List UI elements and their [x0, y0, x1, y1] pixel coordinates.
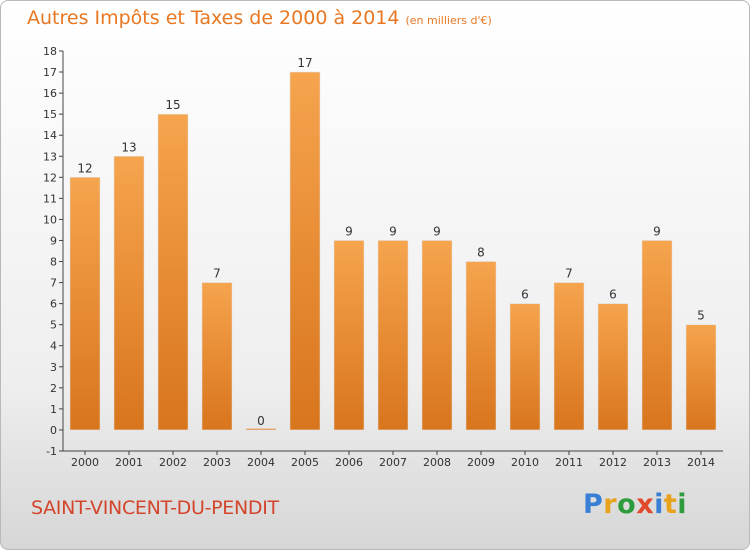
y-tick-label: 14 [43, 129, 57, 142]
y-tick-label: 7 [50, 277, 57, 290]
bar-value-label: 7 [565, 267, 573, 281]
bar-value-label: 17 [297, 56, 312, 70]
y-tick-label: 12 [43, 171, 57, 184]
bar-value-label: 8 [477, 246, 485, 260]
x-tick-label: 2003 [203, 456, 231, 469]
bar-2005 [289, 71, 321, 431]
bar-2001 [113, 156, 145, 431]
x-tick-label: 2001 [115, 456, 143, 469]
bar-value-label: 0 [257, 414, 265, 428]
y-tick-label: 9 [50, 234, 57, 247]
x-tick-label: 2004 [247, 456, 275, 469]
chart-title: Autres Impôts et Taxes de 2000 à 2014 (en… [27, 7, 492, 29]
x-tick-label: 2014 [687, 456, 715, 469]
bar-2000 [69, 177, 101, 431]
bar-value-label: 6 [521, 288, 529, 302]
y-tick-label: 15 [43, 108, 57, 121]
bar-value-label: 13 [121, 140, 136, 154]
x-tick-label: 2000 [71, 456, 99, 469]
y-tick-label: 11 [43, 192, 57, 205]
x-tick-label: 2011 [555, 456, 583, 469]
bar-value-label: 15 [165, 98, 180, 112]
y-tick-label: 2 [50, 382, 57, 395]
y-tick-label: 6 [50, 298, 57, 311]
y-tick-label: 0 [50, 424, 57, 437]
y-tick-label: 18 [43, 45, 57, 58]
bar-2004 [245, 428, 277, 431]
data-labels: 12 13 15 7 0 17 9 9 9 8 6 7 6 9 5 [77, 56, 704, 428]
bar-2012 [597, 303, 629, 431]
bar-2008 [421, 240, 453, 431]
bar-2010 [509, 303, 541, 431]
bar-value-label: 7 [213, 267, 221, 281]
bar-value-label: 5 [697, 309, 705, 323]
chart-title-text: Autres Impôts et Taxes de 2000 à 2014 [27, 7, 400, 29]
bar-2014 [685, 324, 717, 431]
y-tick-label: 1 [50, 403, 57, 416]
place-name: SAINT-VINCENT-DU-PENDIT [31, 497, 279, 519]
bar-value-label: 12 [77, 161, 92, 175]
x-tick-label: 2006 [335, 456, 363, 469]
x-tick-label: 2005 [291, 456, 319, 469]
bar-value-label: 9 [345, 224, 353, 238]
y-tick-label: 16 [43, 87, 57, 100]
x-tick-label: 2013 [643, 456, 671, 469]
bar-2006 [333, 240, 365, 431]
bar-2003 [201, 282, 233, 431]
y-tick-label: 17 [43, 66, 57, 79]
bar-value-label: 9 [653, 224, 661, 238]
y-tick-label: 10 [43, 213, 57, 226]
y-tick-label: 3 [50, 361, 57, 374]
x-tick-label: 2002 [159, 456, 187, 469]
x-tick-label: 2010 [511, 456, 539, 469]
bar-value-label: 9 [433, 224, 441, 238]
y-tick-label: -1 [46, 445, 57, 458]
y-tick-label: 8 [50, 256, 57, 269]
x-tick-label: 2007 [379, 456, 407, 469]
y-tick-label: 4 [50, 340, 57, 353]
bar-value-label: 6 [609, 288, 617, 302]
proxiti-logo: Proxiti [583, 489, 688, 520]
bars [69, 71, 717, 431]
bar-2007 [377, 240, 409, 431]
bar-value-label: 9 [389, 224, 397, 238]
y-tick-label: 5 [50, 319, 57, 332]
bar-2011 [553, 282, 585, 431]
chart-unit: (en milliers d'€) [405, 14, 492, 27]
y-tick-label: 13 [43, 150, 57, 163]
bar-2002 [157, 113, 189, 431]
x-tick-label: 2008 [423, 456, 451, 469]
x-tick-label: 2009 [467, 456, 495, 469]
bar-2009 [465, 261, 497, 431]
x-tick-label: 2012 [599, 456, 627, 469]
bar-2013 [641, 240, 673, 431]
